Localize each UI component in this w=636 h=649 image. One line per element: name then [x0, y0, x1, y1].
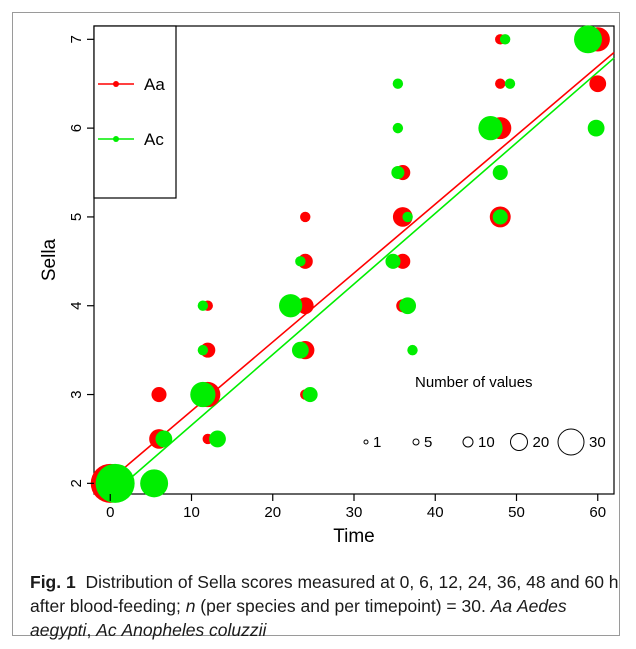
point-ac — [197, 344, 209, 356]
y-tick-label: 3 — [68, 390, 85, 398]
figure-label: Fig. 1 — [30, 572, 76, 592]
size-legend-label: 5 — [424, 434, 432, 451]
x-axis-title: Time — [333, 526, 375, 547]
caption-n-symbol: n — [185, 596, 196, 616]
x-tick-label: 40 — [427, 504, 444, 521]
size-legend-circle — [462, 436, 474, 448]
caption-text-2: (per species and per timepoint) = 30. — [200, 596, 486, 616]
size-legend-label: 30 — [589, 434, 606, 451]
x-axis: 0 10 20 30 40 50 60 — [106, 494, 606, 521]
point-ac — [95, 463, 135, 503]
fit-line-aa — [93, 51, 615, 495]
size-legend: Number of values 1 5 10 20 30 — [363, 374, 606, 456]
size-legend-label: 10 — [478, 434, 495, 451]
caption-aa-abbr: Aa — [490, 596, 513, 616]
caption-aa-name: Aedes aegypti — [30, 596, 567, 640]
point-ac — [492, 209, 508, 225]
data-points — [90, 25, 610, 503]
y-tick-label: 2 — [68, 479, 85, 487]
caption-ac-name: Anopheles coluzzii — [121, 620, 267, 640]
x-tick-label: 20 — [264, 504, 281, 521]
legend-label: Aa — [144, 75, 165, 94]
point-ac — [492, 164, 508, 181]
point-ac — [399, 297, 417, 315]
point-ac — [197, 300, 209, 311]
fit-lines — [93, 51, 615, 495]
legend-marker — [113, 136, 119, 142]
point-ac — [499, 34, 511, 45]
point-ac — [407, 344, 418, 356]
point-aa — [589, 75, 607, 93]
point-ac — [295, 256, 306, 267]
point-ac — [385, 253, 401, 269]
y-tick-label: 5 — [68, 213, 85, 221]
point-ac — [155, 430, 173, 448]
point-ac — [291, 341, 309, 359]
caption-text: Distribution of Sella scores measured at… — [30, 572, 619, 616]
size-legend-circle — [510, 433, 528, 451]
y-tick-label: 7 — [68, 35, 85, 43]
point-ac — [574, 25, 602, 54]
point-ac — [140, 469, 169, 498]
point-aa — [495, 78, 506, 89]
point-ac — [209, 430, 226, 448]
y-axis: 2 3 4 5 6 7 — [68, 35, 94, 488]
size-legend-title: Number of values — [415, 374, 533, 391]
point-aa — [300, 211, 311, 223]
point-ac — [478, 116, 503, 141]
point-ac — [279, 294, 303, 318]
point-ac — [504, 78, 516, 89]
legend: Aa Ac — [93, 25, 177, 199]
fit-line-ac — [111, 57, 615, 495]
legend-box — [93, 25, 177, 199]
point-ac — [302, 386, 318, 403]
legend-marker — [113, 81, 119, 87]
scatter-chart: 0 10 20 30 40 50 60 2 3 4 5 6 7 Time Sella Aa Ac Num… — [39, 25, 615, 547]
x-tick-label: 50 — [508, 504, 525, 521]
point-ac — [391, 166, 405, 180]
x-tick-label: 60 — [589, 504, 606, 521]
size-legend-circle — [412, 438, 420, 446]
y-tick-label: 4 — [68, 302, 85, 310]
size-legend-label: 20 — [533, 434, 550, 451]
point-ac — [392, 78, 404, 89]
point-aa — [151, 386, 167, 403]
y-tick-label: 6 — [68, 124, 85, 132]
point-ac — [587, 119, 605, 137]
y-axis-title: Sella — [39, 238, 60, 281]
size-legend-circle — [557, 428, 585, 456]
point-ac — [190, 381, 216, 408]
point-ac — [392, 122, 404, 134]
size-legend-circle — [363, 439, 369, 445]
x-tick-label: 10 — [183, 504, 200, 521]
figure-caption: Fig. 1 Distribution of Sella scores meas… — [30, 572, 619, 640]
point-ac — [402, 211, 413, 223]
x-tick-label: 30 — [346, 504, 363, 521]
legend-label: Ac — [144, 130, 164, 149]
caption-ac-abbr: Ac — [96, 620, 117, 640]
size-legend-label: 1 — [373, 434, 381, 451]
x-tick-label: 0 — [106, 504, 114, 521]
